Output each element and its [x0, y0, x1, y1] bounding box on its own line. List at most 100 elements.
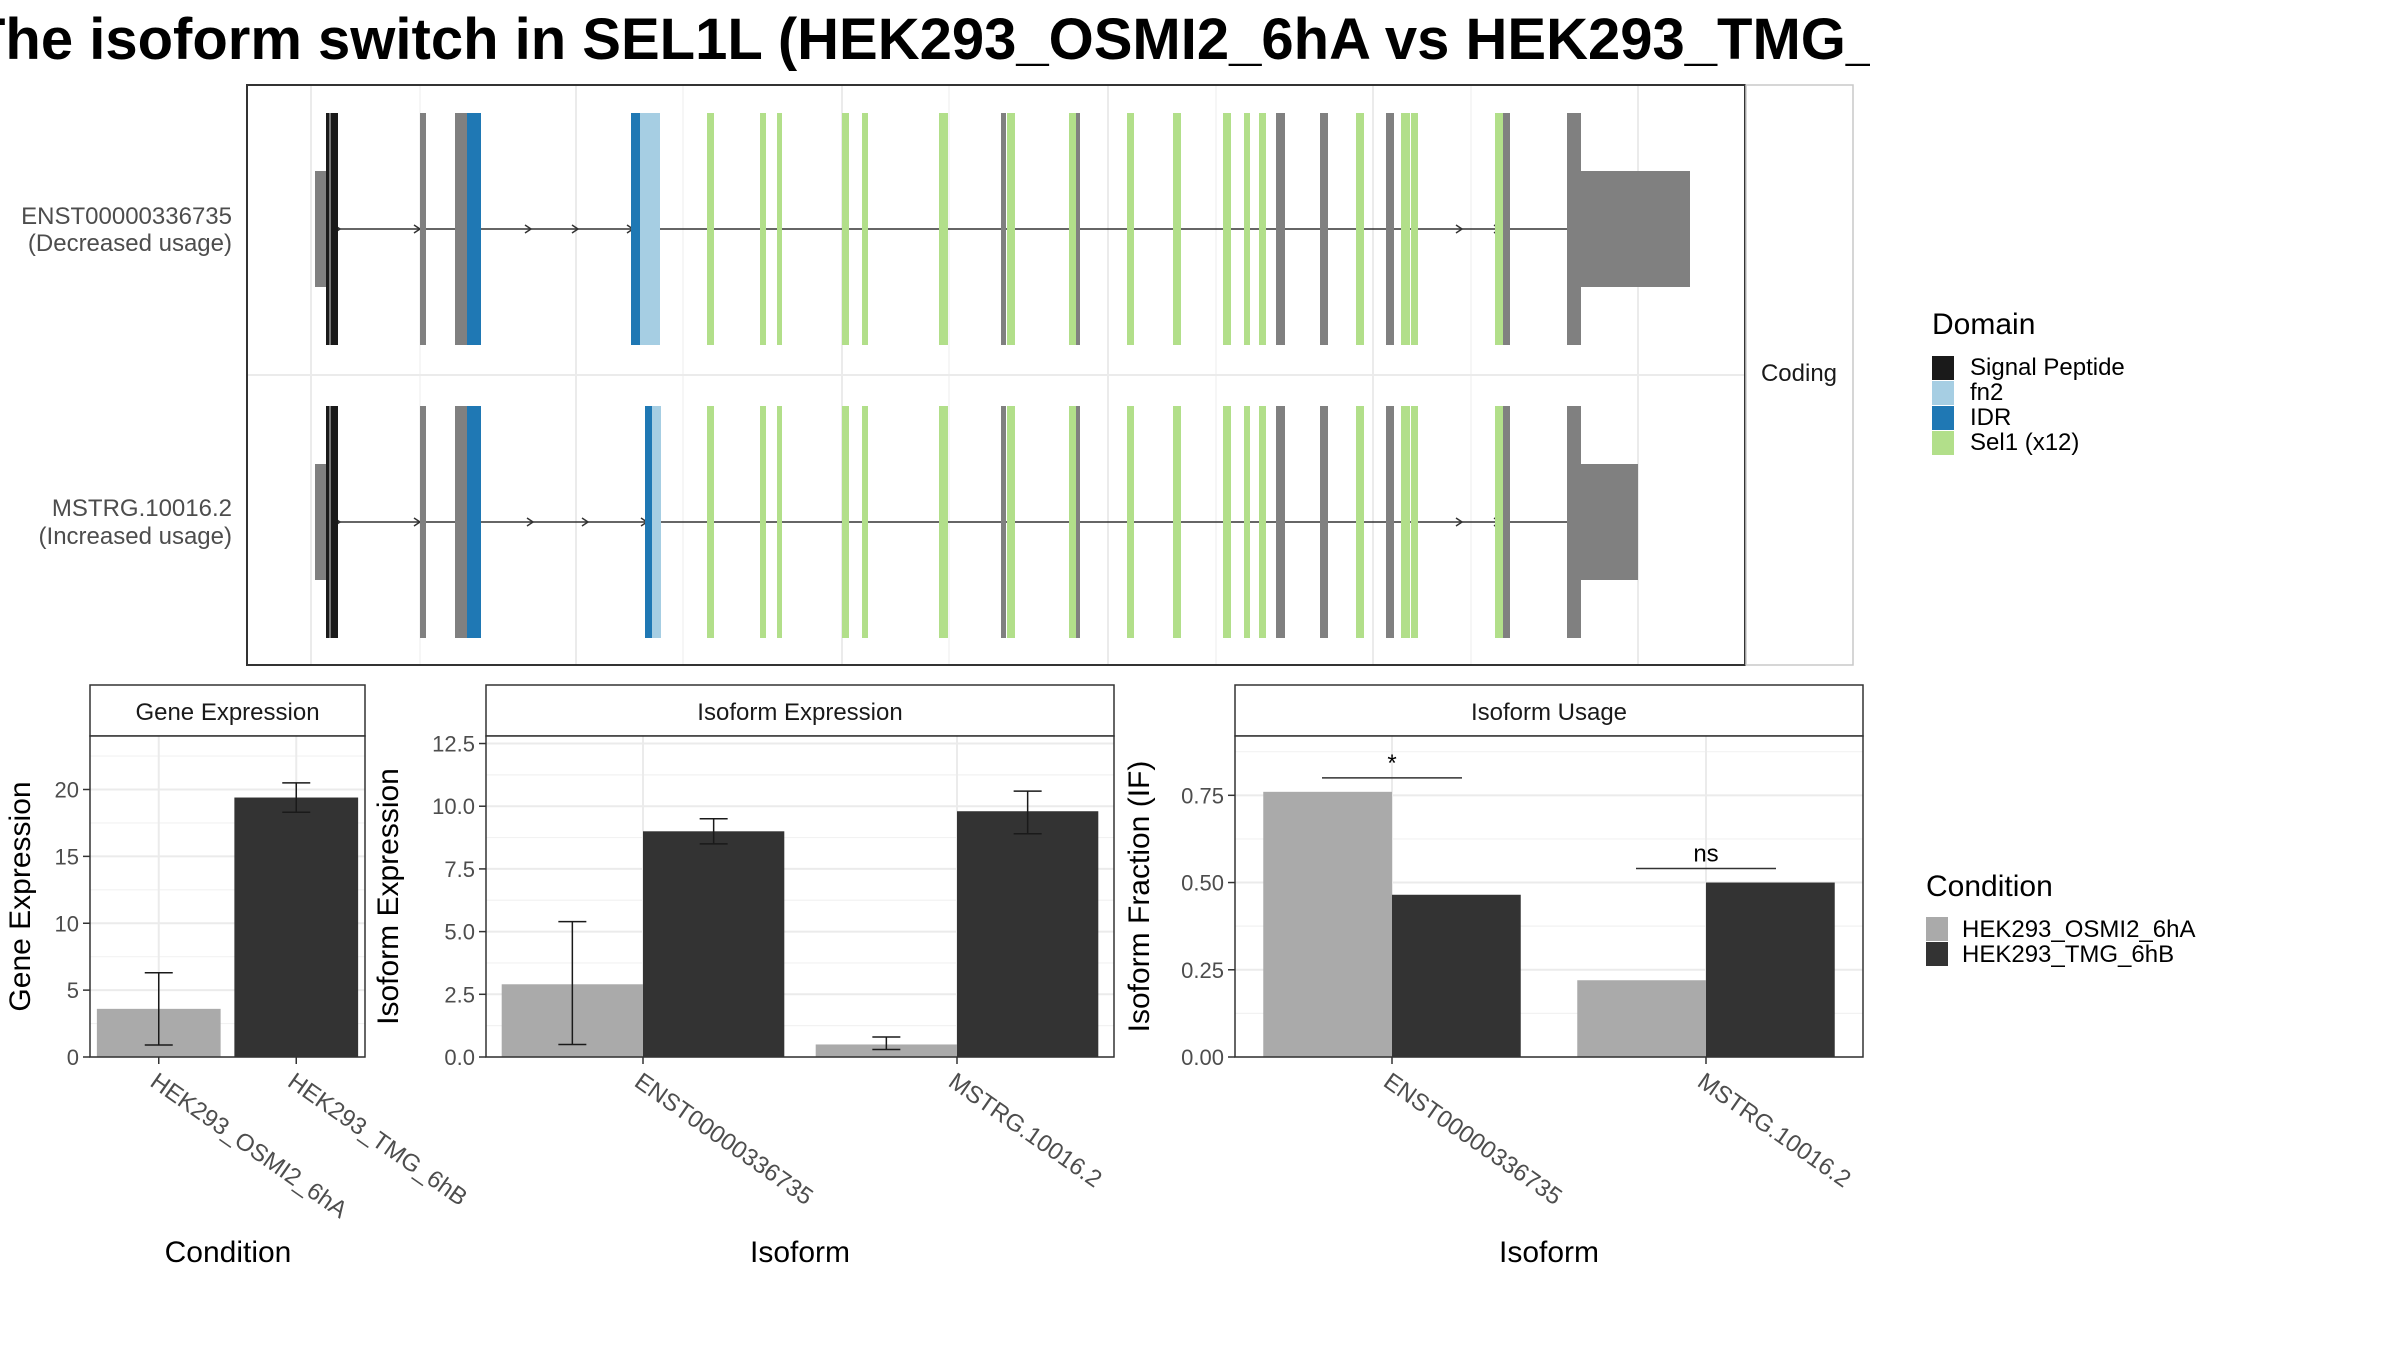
sel1-domain-12 — [1259, 406, 1266, 638]
y-tick-label: 5.0 — [444, 920, 475, 945]
signal-peptide-domain — [326, 406, 338, 638]
fn2-domain — [640, 113, 660, 345]
exon-pre-idr — [455, 113, 467, 345]
strand-arrow-5 — [1455, 517, 1464, 527]
transcript-usage-1: (Decreased usage) — [28, 230, 232, 257]
y-axis-title: Isoform Expression — [372, 768, 405, 1025]
legend-label-idr: IDR — [1970, 404, 2011, 431]
legend-label-cond2: HEK293_TMG_6hB — [1962, 941, 2174, 968]
transcript-label-2: MSTRG.10016.2 — [52, 495, 232, 522]
exon-divider — [329, 113, 331, 345]
utr-3prime — [1581, 464, 1638, 580]
exon-1 — [1001, 113, 1006, 345]
legend-key-fn2 — [1932, 381, 1954, 405]
terminal-exon — [1567, 113, 1581, 345]
y-tick-label: 0.25 — [1181, 958, 1224, 983]
y-tick-label: 15 — [55, 844, 79, 869]
legend-key-sel1 — [1932, 431, 1954, 455]
chart-title: The isoform switch in SEL1L (HEK293_OSMI… — [0, 6, 1870, 73]
y-axis-title: Isoform Fraction (IF) — [1123, 761, 1156, 1033]
x-tick-label: MSTRG.10016.2 — [944, 1068, 1107, 1193]
transcript-model-1 — [315, 113, 1690, 345]
y-axis-title: Gene Expression — [4, 781, 37, 1011]
transcript-label-1: ENST00000336735 — [21, 203, 232, 230]
strand-arrow-3 — [581, 517, 590, 527]
panel-border — [89, 735, 366, 1058]
sel1-domain-5 — [939, 406, 948, 638]
utr-5prime — [315, 464, 326, 580]
sel1-domain-3 — [842, 113, 849, 345]
panel-border — [1234, 735, 1864, 1058]
y-tick-label: 0.00 — [1181, 1045, 1224, 1070]
legend-label-fn2: fn2 — [1970, 379, 2003, 406]
panel-strip — [485, 684, 1115, 737]
exon-3 — [1276, 113, 1285, 345]
sel1-domain-8 — [1127, 113, 1134, 345]
sel1-domain-7 — [1069, 113, 1076, 345]
idr-domain — [467, 406, 481, 638]
panel-title: Isoform Usage — [1471, 699, 1627, 726]
sel1-domain-8 — [1127, 406, 1134, 638]
sel1-domain-16 — [1495, 406, 1503, 638]
legend-label-cond1: HEK293_OSMI2_6hA — [1962, 916, 2195, 943]
x-axis-title: Isoform — [750, 1236, 850, 1269]
sel1-domain-14 — [1401, 113, 1410, 345]
sel1-domain-4 — [862, 113, 868, 345]
idr-domain-2 — [631, 113, 640, 345]
sel1-domain-10 — [1223, 113, 1231, 345]
utr-3prime — [1581, 171, 1690, 287]
isoform-expression-panel: Isoform Expression 0.0 2.5 5.0 7.5 10.0 12.5 EN… — [372, 684, 1115, 1269]
exon-3 — [1276, 406, 1285, 638]
sel1-domain-15 — [1411, 113, 1418, 345]
strand-arrow-2 — [526, 517, 535, 527]
isoform-usage-panel: Isoform Usage 0.00 0.25 0.50 0.75 * ns ENST0000… — [1123, 684, 1864, 1269]
x-tick-label: ENST00000336735 — [630, 1068, 818, 1211]
significance-label: * — [1387, 750, 1396, 777]
panel-title: Gene Expression — [135, 699, 319, 726]
exon-0 — [420, 406, 426, 638]
coding-strip-label: Coding — [1761, 360, 1837, 387]
sel1-domain-5 — [939, 113, 948, 345]
sel1-domain-3 — [842, 406, 849, 638]
transcript-models — [315, 113, 1690, 638]
condition-legend: Condition HEK293_OSMI2_6hA HEK293_TMG_6h… — [1926, 870, 2195, 968]
y-tick-label: 10 — [55, 911, 79, 936]
sel1-domain-6 — [1007, 406, 1015, 638]
sel1-domain-4 — [862, 406, 868, 638]
x-axis-title: Isoform — [1499, 1236, 1599, 1269]
sel1-domain-15 — [1411, 406, 1418, 638]
legend-key-idr — [1932, 406, 1954, 430]
sel1-domain-0 — [707, 406, 714, 638]
domain-legend-title: Domain — [1932, 308, 2035, 341]
sel1-domain-6 — [1007, 113, 1015, 345]
strand-arrow-2 — [524, 224, 533, 234]
y-tick-label: 10.0 — [432, 794, 475, 819]
legend-key-cond2 — [1926, 942, 1948, 966]
sel1-domain-12 — [1259, 113, 1266, 345]
y-tick-label: 0 — [67, 1045, 79, 1070]
sel1-domain-1 — [760, 406, 766, 638]
exon-1 — [1001, 406, 1006, 638]
chart-title-text: The isoform switch in SEL1L (HEK293_OSMI… — [0, 7, 1870, 72]
y-tick-label: 7.5 — [444, 857, 475, 882]
exon-0 — [420, 113, 426, 345]
panel-title: Isoform Expression — [697, 699, 902, 726]
transcript-model-2 — [315, 406, 1638, 638]
isoform-expression-bar — [957, 811, 1099, 1057]
strand-arrow-3 — [571, 224, 580, 234]
sel1-domain-13 — [1356, 406, 1364, 638]
domain-legend: Domain Signal Peptide fn2 IDR Sel1 (x12) — [1932, 308, 2125, 456]
isoform-usage-bar — [1263, 791, 1392, 1057]
utr-5prime — [315, 171, 326, 287]
legend-key-cond1 — [1926, 917, 1948, 941]
isoform-usage-bar — [1706, 882, 1835, 1057]
sel1-domain-16 — [1495, 113, 1503, 345]
terminal-exon — [1567, 406, 1581, 638]
y-tick-label: 20 — [55, 778, 79, 803]
fn2-domain — [652, 406, 661, 638]
isoform-expression-bar — [815, 1044, 957, 1057]
x-tick-label: ENST00000336735 — [1379, 1068, 1567, 1211]
exon-4 — [1320, 406, 1328, 638]
y-tick-label: 2.5 — [444, 982, 475, 1007]
